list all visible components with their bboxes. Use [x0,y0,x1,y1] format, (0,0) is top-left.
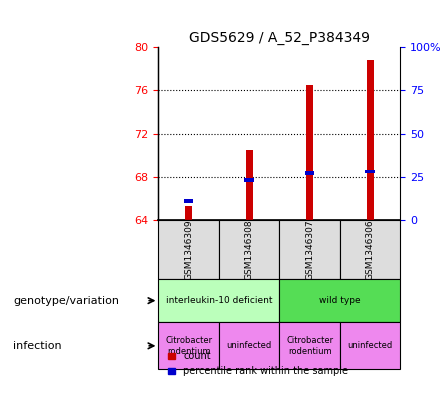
Bar [219,322,279,369]
Title: GDS5629 / A_52_P384349: GDS5629 / A_52_P384349 [189,31,370,45]
Bar [367,60,374,220]
Text: GSM1346306: GSM1346306 [366,219,374,280]
Text: GSM1346308: GSM1346308 [245,219,253,280]
Text: interleukin-10 deficient: interleukin-10 deficient [165,296,272,305]
Bar [158,322,219,369]
Text: genotype/variation: genotype/variation [13,296,119,306]
Text: uninfected: uninfected [348,342,393,350]
Bar [246,150,253,220]
Bar [158,279,279,322]
Bar [340,220,400,279]
Bar [279,279,400,322]
Bar [340,322,400,369]
Text: Citrobacter
rodentium: Citrobacter rodentium [286,336,333,356]
Text: wild type: wild type [319,296,361,305]
Bar [158,220,219,279]
Legend: count, percentile rank within the sample: count, percentile rank within the sample [168,351,348,376]
Bar [366,170,375,173]
Bar [245,178,254,182]
Bar [306,85,313,220]
Bar [305,171,314,175]
Bar [279,322,340,369]
Bar [184,199,193,203]
Text: uninfected: uninfected [227,342,272,350]
Bar [185,206,192,220]
Text: GSM1346307: GSM1346307 [305,219,314,280]
Text: Citrobacter
rodentium: Citrobacter rodentium [165,336,212,356]
Bar [219,220,279,279]
Text: infection: infection [13,341,62,351]
Text: GSM1346309: GSM1346309 [184,219,193,280]
Bar [279,220,340,279]
